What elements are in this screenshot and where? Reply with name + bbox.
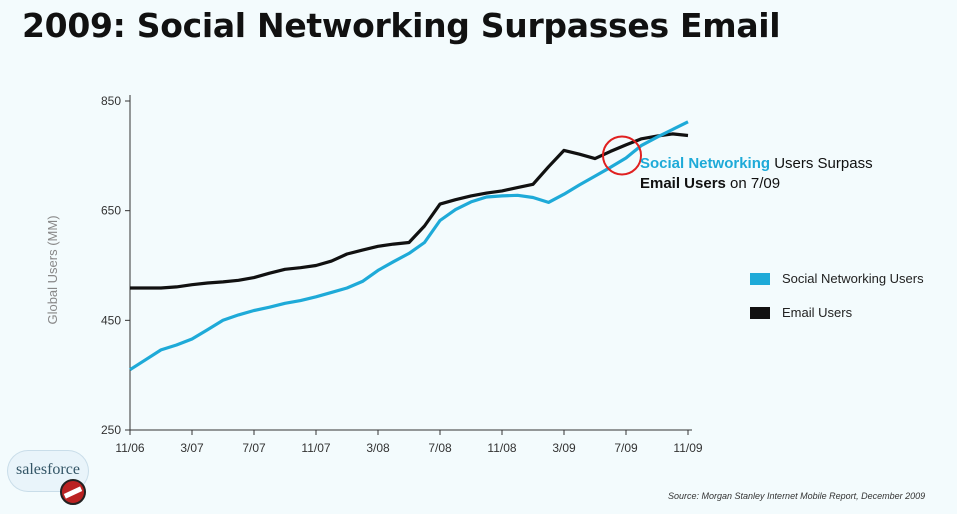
series-line-email-users [130,132,689,290]
y-tick-label: 850 [101,94,121,108]
x-tick-label: 3/07 [180,441,204,455]
logo-wordmark: salesforce [16,461,80,478]
series-line-social-networking-users [129,120,689,372]
y-tick-label: 450 [101,313,121,327]
source-note: Source: Morgan Stanley Internet Mobile R… [668,491,926,501]
x-tick-label: 3/09 [552,441,576,455]
annotation-line1: Users Surpass [770,155,873,172]
salesforce-logo: salesforce [8,447,92,505]
crossover-annotation: Social Networking Users Surpass Email Us… [640,154,873,194]
x-tick-label: 7/09 [614,441,638,455]
y-tick-label: 250 [101,423,121,437]
annotation-highlight: Social Networking [640,155,771,172]
legend-swatch-email [750,306,770,319]
y-tick-labels: 850 650 450 250 [101,94,130,437]
x-tick-label: 11/06 [115,441,144,455]
x-tick-labels: 11/06 3/07 7/07 11/07 3/08 7/08 11/08 3/09 7/09 1… [115,430,703,455]
x-tick-label: 7/07 [242,441,266,455]
x-tick-label: 11/08 [487,441,516,455]
highlight-marker [602,135,642,176]
x-tick-label: 7/08 [428,441,452,455]
x-tick-label: 11/09 [673,441,702,455]
legend-item-social: Social Networking Users [750,271,924,286]
annotation-line2: on 7/09 [725,175,781,192]
series-lines [129,120,689,372]
y-axis-label: Global Users (MM) [45,215,60,324]
y-tick-label: 650 [101,204,121,218]
legend-label-social: Social Networking Users [782,271,924,286]
crossover-highlight-circle [602,135,642,176]
no-software-badge-icon [60,479,86,505]
legend-item-email: Email Users [750,305,852,320]
slide-title: 2009: Social Networking Surpasses Email [22,6,781,45]
annotation-bold: Email Users [640,175,726,192]
x-tick-label: 11/07 [301,441,330,455]
legend-label-email: Email Users [782,305,853,320]
chart-axes [129,95,692,431]
x-tick-label: 3/08 [366,441,390,455]
legend-swatch-social [750,272,770,285]
